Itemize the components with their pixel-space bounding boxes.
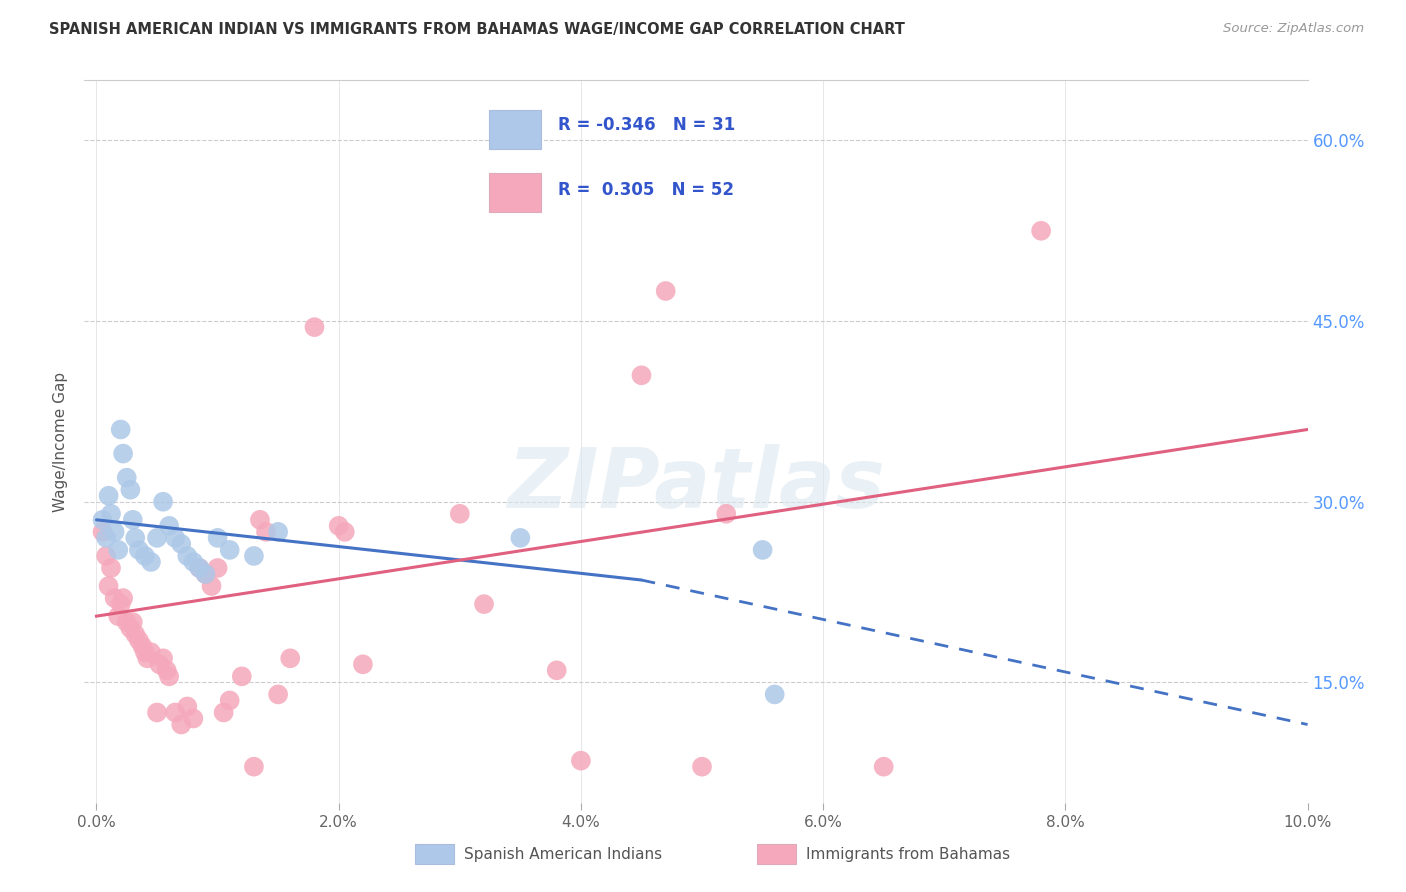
Point [115,471,138,485]
Text: Spanish American Indians: Spanish American Indians [464,847,662,863]
Point [112,591,135,606]
Point [249,513,271,527]
Point [156,664,179,678]
Point [115,615,138,630]
Point [110,423,132,437]
Point [449,507,471,521]
Point [546,664,568,678]
Point [212,706,235,720]
Point [107,542,129,557]
Point [152,494,174,508]
Point [124,627,146,641]
FancyBboxPatch shape [758,844,796,864]
Point [110,597,132,611]
Point [97,579,120,593]
Point [200,579,222,593]
Point [333,524,356,539]
Point [630,368,652,383]
Point [112,446,135,460]
Point [243,760,266,774]
Point [104,591,127,606]
Point [304,320,326,334]
Point [131,639,153,653]
Text: Source: ZipAtlas.com: Source: ZipAtlas.com [1223,22,1364,36]
Point [157,519,180,533]
Point [97,489,120,503]
Point [139,645,162,659]
Point [328,519,350,533]
Point [1029,224,1052,238]
Point [352,657,374,672]
Point [218,542,240,557]
Point [267,524,290,539]
Point [100,561,122,575]
Point [91,524,114,539]
Point [165,531,187,545]
Point [170,717,193,731]
Point [104,524,127,539]
Point [188,561,211,575]
Point [218,693,240,707]
Point [569,754,592,768]
Point [152,651,174,665]
Point [176,699,198,714]
Point [124,531,146,545]
Point [128,633,150,648]
Point [873,760,896,774]
Point [165,706,187,720]
Point [176,549,198,563]
Point [654,284,676,298]
Point [194,567,217,582]
Point [121,615,143,630]
Point [146,706,169,720]
Point [96,531,118,545]
Point [183,712,205,726]
Point [716,507,738,521]
Point [472,597,495,611]
Text: SPANISH AMERICAN INDIAN VS IMMIGRANTS FROM BAHAMAS WAGE/INCOME GAP CORRELATION C: SPANISH AMERICAN INDIAN VS IMMIGRANTS FR… [49,22,905,37]
Point [267,687,290,701]
Point [170,537,193,551]
Point [107,609,129,624]
Point [278,651,301,665]
Point [207,531,229,545]
Point [207,561,229,575]
Text: Immigrants from Bahamas: Immigrants from Bahamas [806,847,1010,863]
Point [509,531,531,545]
Point [148,657,170,672]
Point [134,645,156,659]
Point [100,507,122,521]
Point [136,651,159,665]
Point [254,524,277,539]
Point [763,687,786,701]
Text: ZIPatlas: ZIPatlas [508,444,884,525]
Point [194,567,217,582]
Point [243,549,266,563]
Point [120,483,142,497]
Point [183,555,205,569]
Point [157,669,180,683]
Point [751,542,773,557]
Point [690,760,713,774]
Point [91,513,114,527]
Point [146,531,169,545]
Point [188,561,211,575]
Point [128,542,150,557]
Point [96,549,118,563]
Point [134,549,156,563]
Y-axis label: Wage/Income Gap: Wage/Income Gap [53,371,69,512]
Point [120,621,142,635]
FancyBboxPatch shape [415,844,454,864]
Point [139,555,162,569]
Point [121,513,143,527]
Point [231,669,253,683]
